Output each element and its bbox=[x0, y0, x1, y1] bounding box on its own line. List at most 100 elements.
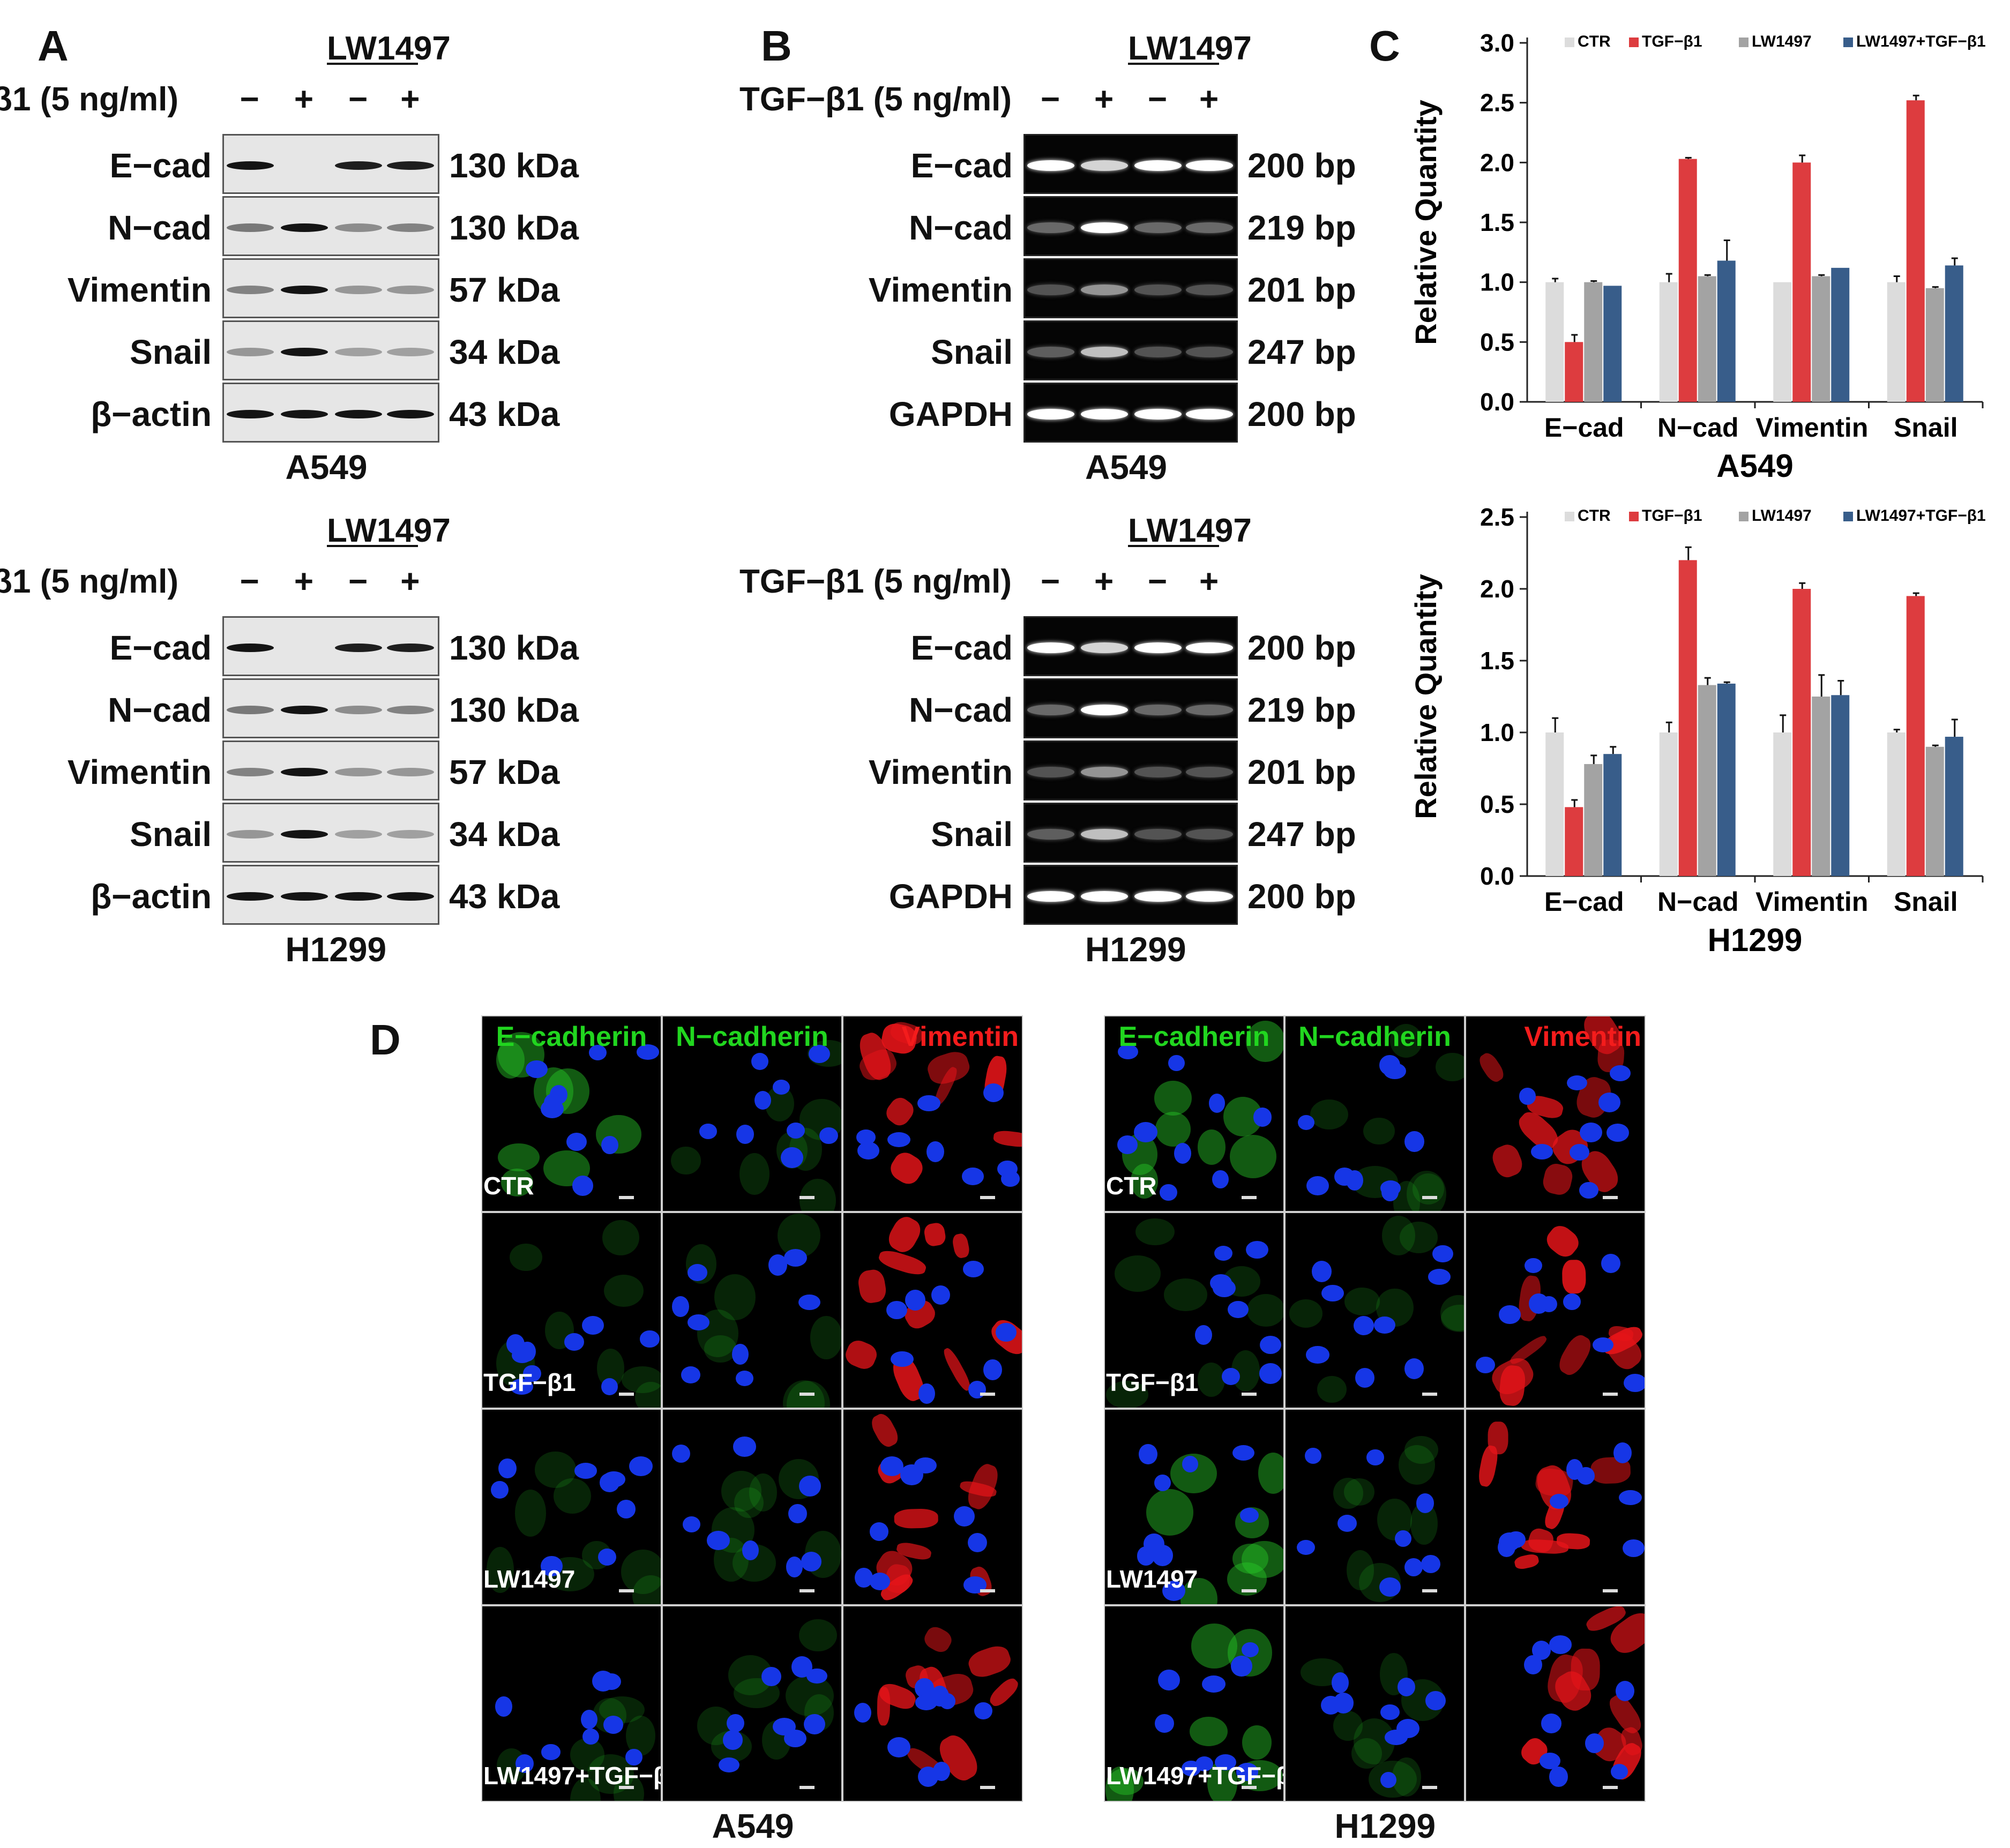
vimentin-signal bbox=[965, 1642, 1014, 1681]
nucleus bbox=[1579, 1122, 1603, 1143]
band bbox=[387, 410, 435, 418]
nucleus bbox=[681, 1366, 701, 1384]
x-tick-label: Vimentin bbox=[1755, 887, 1868, 917]
band bbox=[226, 706, 274, 714]
bar-LW1497+TGF−β1 bbox=[1831, 695, 1850, 876]
nucleus bbox=[581, 1709, 598, 1730]
nucleus bbox=[1168, 1054, 1185, 1071]
nucleus bbox=[887, 1132, 910, 1147]
wb-a549-row-label: E−cad bbox=[109, 146, 212, 185]
scale-bar bbox=[1603, 1393, 1618, 1396]
green-signal bbox=[671, 1146, 701, 1175]
band bbox=[1186, 829, 1233, 840]
green-signal bbox=[1436, 1052, 1464, 1082]
wb-a549-band-strip bbox=[222, 134, 439, 194]
pcr-h1299-sign-3: − bbox=[1148, 563, 1168, 600]
green-signal bbox=[1258, 1452, 1283, 1494]
nucleus bbox=[506, 1334, 525, 1355]
nucleus bbox=[1194, 1325, 1213, 1345]
band bbox=[387, 644, 435, 652]
nucleus bbox=[1577, 1467, 1595, 1485]
nucleus bbox=[857, 1142, 880, 1159]
nucleus bbox=[1609, 1065, 1631, 1082]
bar-TGF−β1 bbox=[1678, 159, 1697, 402]
band bbox=[335, 830, 383, 839]
x-tick-label: Snail bbox=[1894, 887, 1957, 917]
green-signal bbox=[1155, 1112, 1191, 1147]
pcr-h1299-row-label: Snail bbox=[931, 815, 1013, 854]
green-signal bbox=[1389, 1024, 1423, 1058]
pcr-a549-size-label: 200 bp bbox=[1247, 146, 1356, 185]
pcr-a549-band-strip bbox=[1023, 196, 1238, 256]
green-signal bbox=[1344, 1287, 1380, 1315]
wb-h1299-row-label: β−actin bbox=[91, 877, 212, 916]
band bbox=[387, 286, 435, 294]
legend-label: LW1497 bbox=[1752, 507, 1812, 525]
bar-CTR bbox=[1773, 282, 1792, 402]
if-a549-image-2-2 bbox=[662, 1212, 842, 1409]
nucleus bbox=[1531, 1144, 1553, 1159]
if-a549-image-3-1: LW1497 bbox=[481, 1409, 662, 1605]
green-signal bbox=[1407, 1170, 1446, 1211]
band bbox=[1081, 222, 1128, 233]
band bbox=[226, 892, 274, 901]
bar-LW1497 bbox=[1812, 697, 1830, 876]
scale-bar bbox=[799, 1786, 815, 1789]
nucleus bbox=[726, 1714, 744, 1732]
scale-bar bbox=[980, 1393, 995, 1396]
band bbox=[1081, 409, 1128, 420]
band bbox=[280, 892, 328, 901]
nucleus bbox=[1242, 1642, 1259, 1658]
nucleus bbox=[1337, 1514, 1357, 1532]
nucleus bbox=[1525, 1258, 1542, 1274]
green-signal bbox=[734, 1487, 764, 1518]
band bbox=[226, 830, 274, 839]
green-signal bbox=[1242, 1725, 1272, 1760]
if-h1299-image-2-2 bbox=[1284, 1212, 1465, 1409]
if-a549-image-1-1: E−cadherin CTR bbox=[481, 1015, 662, 1212]
wb-h1299-size-label: 130 kDa bbox=[449, 691, 579, 729]
nucleus bbox=[905, 1289, 926, 1311]
nucleus bbox=[918, 1383, 935, 1404]
nucleus bbox=[1182, 1760, 1201, 1777]
band bbox=[1081, 160, 1128, 171]
nucleus bbox=[1579, 1181, 1599, 1199]
y-tick-label: 0.5 bbox=[1480, 790, 1514, 818]
nucleus bbox=[1404, 1558, 1423, 1576]
x-tick-label: Snail bbox=[1894, 413, 1957, 443]
scale-bar bbox=[1603, 1196, 1618, 1199]
nucleus bbox=[498, 1458, 517, 1479]
nucleus bbox=[599, 1473, 619, 1492]
nucleus bbox=[1214, 1245, 1232, 1261]
nucleus bbox=[1157, 1669, 1180, 1691]
wb-a549-size-label: 43 kDa bbox=[449, 395, 560, 433]
nucleus bbox=[601, 1378, 618, 1395]
nucleus bbox=[1331, 1672, 1349, 1694]
green-signal bbox=[621, 1550, 661, 1594]
nucleus bbox=[1380, 1771, 1397, 1788]
wb-h1299-sign-2: + bbox=[294, 563, 314, 600]
band bbox=[387, 223, 435, 232]
nucleus bbox=[1227, 1300, 1249, 1319]
legend-label: LW1497 bbox=[1752, 33, 1812, 50]
nucleus bbox=[996, 1322, 1017, 1342]
wb-h1299-band-strip bbox=[222, 740, 439, 800]
vimentin-signal bbox=[992, 1129, 1022, 1148]
pcr-h1299-drug-line bbox=[1128, 545, 1219, 547]
green-signal bbox=[1105, 1380, 1149, 1408]
nucleus bbox=[781, 1147, 803, 1169]
pcr-h1299-band-strip bbox=[1023, 803, 1238, 863]
nucleus bbox=[1396, 1718, 1420, 1738]
band bbox=[335, 706, 383, 714]
band bbox=[1186, 642, 1233, 653]
pcr-a549-sign-2: + bbox=[1094, 81, 1114, 118]
wb-a549-sign-1: − bbox=[240, 81, 259, 118]
nucleus bbox=[541, 1556, 563, 1576]
nucleus bbox=[1613, 1442, 1632, 1464]
nucleus bbox=[1421, 1555, 1441, 1574]
nucleus bbox=[798, 1295, 820, 1311]
band bbox=[1186, 891, 1233, 902]
nucleus bbox=[1311, 1261, 1332, 1282]
if-h1299-image-4-1: LW1497+TGF−β1 bbox=[1104, 1605, 1284, 1802]
wb-a549-band-strip bbox=[222, 383, 439, 443]
